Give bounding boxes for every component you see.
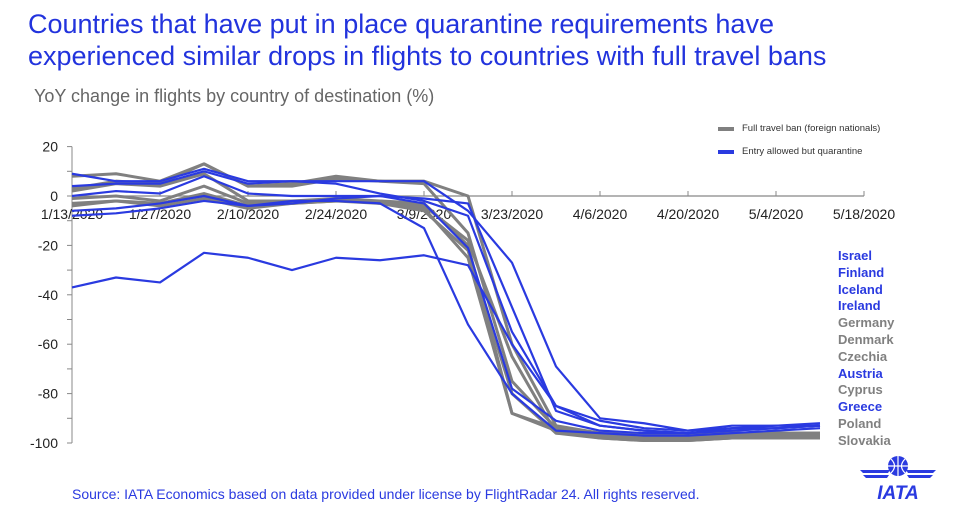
legend-swatch-gray [718,126,734,131]
y-tick-label: -60 [38,336,58,352]
x-tick-label: 2/24/2020 [305,206,367,222]
x-tick-label: 4/6/2020 [573,206,628,222]
chart-title: Countries that have put in place quarant… [28,8,826,72]
x-tick-label: 2/10/2020 [217,206,279,222]
y-axis-label: YoY change in flights by country of dest… [34,86,435,106]
svg-text:IATA: IATA [877,483,919,503]
series-line-iceland [71,170,821,432]
country-label-ireland: Ireland [838,298,881,314]
y-tick-label: 0 [50,188,58,204]
y-tick-label: -40 [38,287,58,303]
series-line-slovakia [71,196,820,440]
series-line-austria [71,194,821,437]
title-line-1: Countries that have put in place quarant… [28,9,774,39]
country-label-greece: Greece [838,399,883,415]
x-tick-label: 3/23/2020 [481,206,543,222]
country-label-slovakia: Slovakia [838,432,891,448]
title-line-2: experienced similar drops in flights to … [28,41,827,71]
y-tick-label: -80 [38,386,58,402]
source-note: Source: IATA Economics based on data pro… [72,486,700,502]
country-label-finland: Finland [838,264,885,280]
y-tick-label: -100 [30,435,58,451]
country-label-poland: Poland [838,416,882,431]
globe-wings-icon: IATA [860,456,936,503]
country-label-germany: Germany [838,315,895,331]
legend-swatch-blue [718,149,734,154]
country-label-denmark: Denmark [838,332,894,347]
y-tick-label: 20 [42,139,58,155]
legend-quarantine: Entry allowed but quarantine [718,146,862,157]
x-tick-label: 5/4/2020 [749,206,804,222]
country-label-iceland: Iceland [838,281,883,297]
legend-label: Entry allowed but quarantine [742,146,863,157]
x-tick-label: 4/20/2020 [657,206,719,222]
series-line-poland [71,172,820,443]
country-label-israel: Israel [838,248,872,263]
y-tick-label: -20 [38,237,58,253]
series-line-greece [71,194,821,435]
country-label-austria: Austria [838,365,883,381]
series-line-israel [71,251,820,435]
legend-label: Full travel ban (foreign nationals) [742,123,881,134]
country-label-cyprus: Cyprus [838,382,883,398]
x-tick-label: 5/18/2020 [833,206,895,222]
country-label-czechia: Czechia [838,348,888,364]
legend-full-ban: Full travel ban (foreign nationals) [718,123,880,134]
